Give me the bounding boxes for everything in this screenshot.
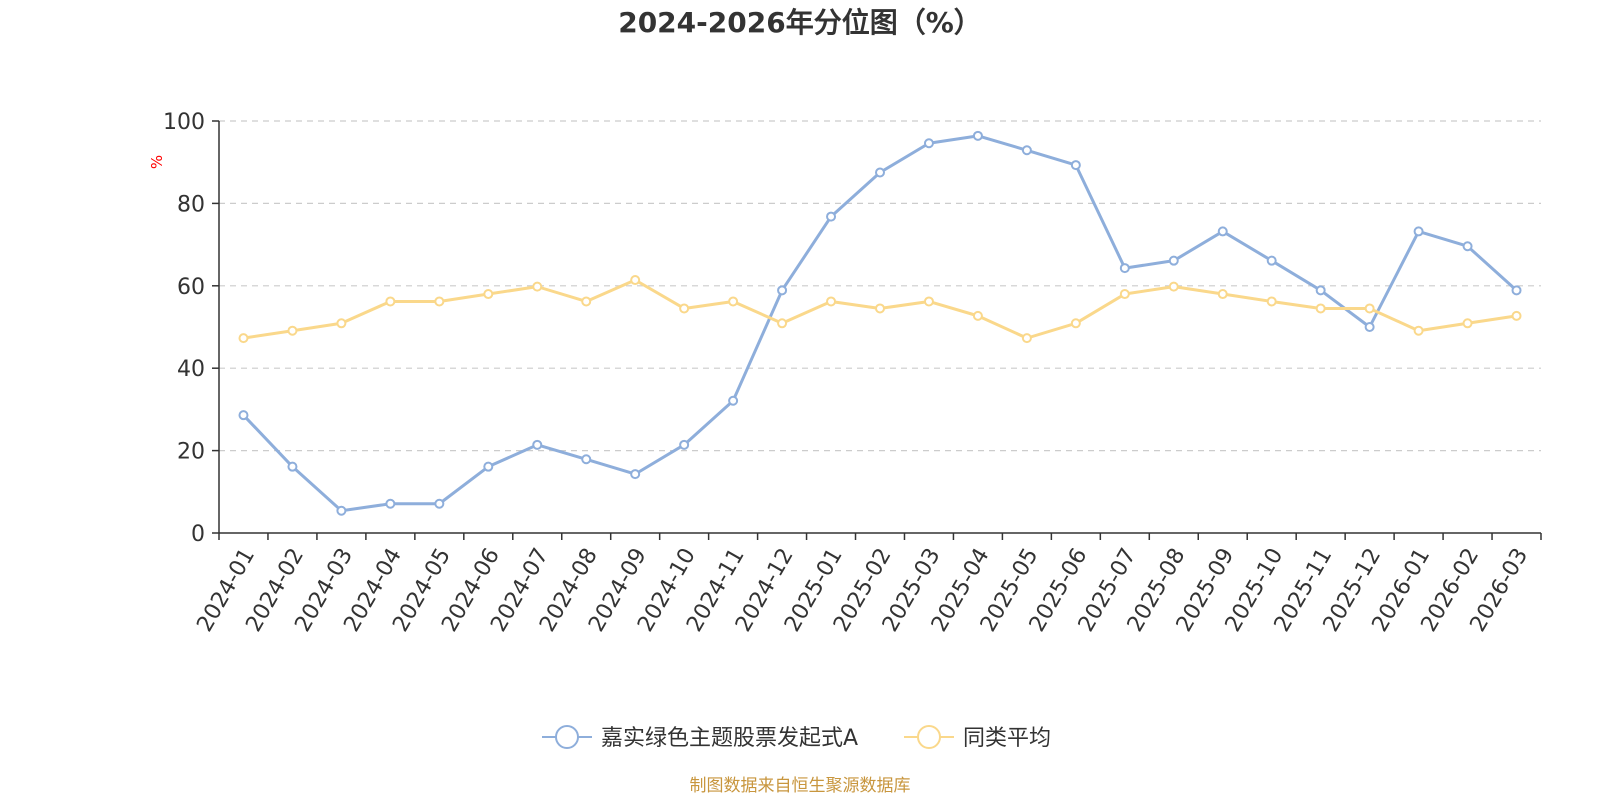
data-point	[1315, 303, 1326, 314]
data-point	[728, 296, 739, 307]
legend-item-2[interactable]: 同类平均	[904, 725, 1051, 751]
grid-lines	[219, 120, 1541, 452]
data-point	[434, 498, 445, 509]
data-point	[630, 469, 641, 480]
data-point	[1266, 296, 1277, 307]
data-point	[1119, 289, 1130, 300]
data-point	[923, 296, 934, 307]
data-point	[1070, 160, 1081, 171]
data-point	[1511, 310, 1522, 321]
data-point	[336, 505, 347, 516]
y-tick-label: 100	[163, 110, 205, 135]
data-point	[1364, 303, 1375, 314]
data-point	[483, 289, 494, 300]
data-point	[972, 130, 983, 141]
data-point	[336, 318, 347, 329]
data-point	[777, 285, 788, 296]
data-point	[1266, 255, 1277, 266]
data-point	[1462, 241, 1473, 252]
data-point	[1217, 289, 1228, 300]
legend-marker	[555, 725, 579, 749]
axes: 0204060801002024-012024-022024-032024-04…	[163, 110, 1542, 636]
data-point	[1021, 145, 1032, 156]
y-axis-label: %	[148, 155, 166, 169]
data-point	[385, 296, 396, 307]
data-point	[581, 454, 592, 465]
data-point	[238, 333, 249, 344]
series-line	[242, 134, 1518, 513]
data-point	[385, 498, 396, 509]
data-point	[1315, 285, 1326, 296]
legend-label: 嘉实绿色主题股票发起式A	[601, 726, 858, 751]
series-2	[238, 275, 1522, 344]
y-tick-label: 0	[191, 522, 205, 547]
data-point	[1413, 325, 1424, 336]
data-point	[581, 296, 592, 307]
legend: 嘉实绿色主题股票发起式A 同类平均	[542, 725, 1051, 751]
data-point	[483, 461, 494, 472]
legend-item-1[interactable]: 嘉实绿色主题股票发起式A	[542, 725, 858, 751]
y-tick-label: 80	[177, 192, 205, 217]
data-point	[434, 296, 445, 307]
legend-marker	[917, 725, 941, 749]
data-point	[1413, 226, 1424, 237]
data-point	[972, 310, 983, 321]
source-note: 制图数据来自恒生聚源数据库	[690, 776, 911, 796]
data-point	[532, 439, 543, 450]
series-1	[238, 130, 1522, 516]
data-point	[1217, 226, 1228, 237]
data-point	[679, 439, 690, 450]
data-point	[1119, 263, 1130, 274]
data-point	[287, 461, 298, 472]
legend-label: 同类平均	[963, 726, 1051, 751]
data-point	[1462, 318, 1473, 329]
data-point	[875, 167, 885, 178]
data-point	[728, 395, 739, 406]
y-tick-label: 40	[177, 357, 205, 382]
data-point	[630, 275, 641, 286]
chart-title: 2024-2026年分位图（%）	[618, 6, 982, 39]
data-point	[1168, 281, 1179, 292]
y-tick-label: 20	[177, 440, 205, 465]
data-point	[1364, 322, 1375, 332]
data-point	[923, 138, 934, 149]
data-point	[679, 303, 690, 314]
data-point	[875, 303, 885, 314]
data-point	[532, 281, 543, 292]
data-point	[826, 211, 837, 222]
data-point	[826, 296, 837, 307]
y-tick-label: 60	[177, 275, 205, 300]
data-point	[1168, 255, 1179, 266]
data-point	[1021, 333, 1032, 344]
data-point	[777, 318, 788, 329]
data-point	[238, 410, 249, 421]
data-point	[1511, 285, 1522, 296]
data-point	[1070, 318, 1081, 329]
series-lines	[238, 130, 1522, 516]
data-point	[287, 325, 298, 336]
